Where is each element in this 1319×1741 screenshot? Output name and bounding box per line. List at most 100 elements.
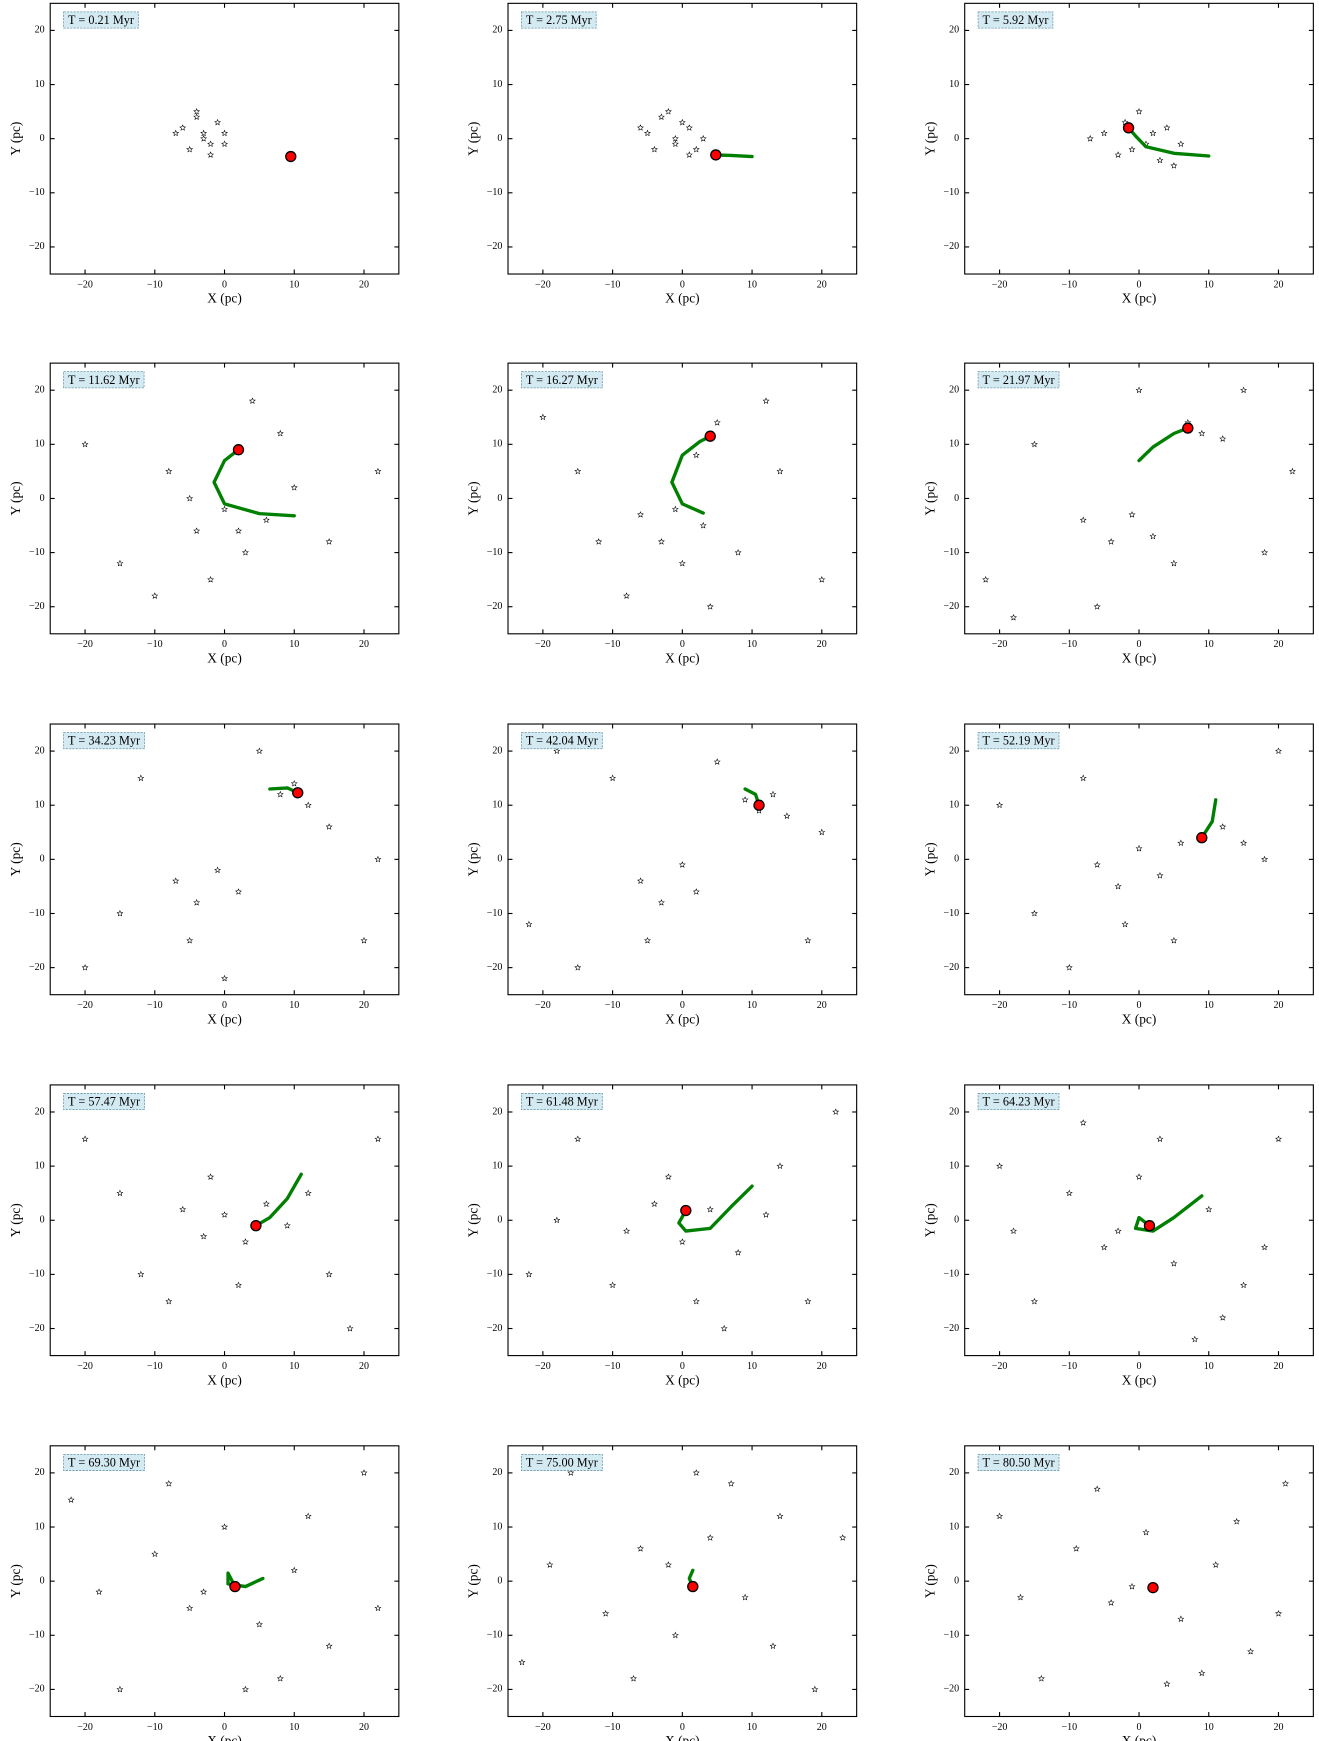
star <box>207 140 215 148</box>
y-tick-label: −10 <box>487 547 503 558</box>
star <box>1107 1599 1115 1606</box>
title-box <box>63 1453 145 1471</box>
y-tick-label: −20 <box>487 1323 503 1334</box>
star <box>304 1189 312 1197</box>
x-tick-label: −10 <box>147 1000 163 1011</box>
plot-area <box>508 724 857 995</box>
plot-content <box>982 386 1296 621</box>
star <box>574 1135 582 1142</box>
y-tick-label: 0 <box>497 1215 502 1226</box>
y-tick-label: 20 <box>492 25 502 36</box>
y-tick-label: 10 <box>949 1521 959 1532</box>
cluster-center <box>1147 1581 1159 1594</box>
plot-area <box>50 363 399 634</box>
y-tick-label: −20 <box>487 1684 503 1695</box>
star <box>255 747 263 755</box>
star <box>1079 516 1087 524</box>
x-tick-label: 20 <box>359 279 369 290</box>
star <box>706 1205 714 1213</box>
plot-content <box>81 1135 382 1332</box>
x-axis-label: X (pc) <box>665 650 700 665</box>
title-box <box>520 371 603 389</box>
star <box>525 1270 533 1278</box>
star <box>137 1270 145 1278</box>
x-axis-label: X (pc) <box>1122 650 1157 665</box>
x-tick-label: −10 <box>1061 279 1077 290</box>
star <box>1065 964 1073 971</box>
star <box>242 548 249 556</box>
x-tick-label: −10 <box>1061 1722 1077 1733</box>
title-box <box>520 11 597 29</box>
star <box>81 440 89 448</box>
star <box>304 801 312 809</box>
star <box>360 1469 368 1476</box>
star <box>151 1550 159 1558</box>
y-tick-label: 20 <box>35 1467 45 1478</box>
star <box>1212 1561 1220 1568</box>
y-tick-label: −10 <box>487 908 503 919</box>
panel: T = 21.97 Myr −20 −10 0 10 20 −20 −10 0 10 20 X (pc… <box>922 362 1314 665</box>
y-tick-label: −10 <box>943 1269 959 1280</box>
panel: T = 52.19 Myr −20 −10 0 10 20 −20 −10 0 10 20 X (pc… <box>922 723 1314 1026</box>
title-box <box>977 732 1060 750</box>
star <box>776 1162 784 1170</box>
x-tick-label: 20 <box>1273 1722 1283 1733</box>
title-box <box>63 11 139 29</box>
x-tick-label: 0 <box>1137 1000 1142 1011</box>
y-tick-label: 10 <box>35 439 45 450</box>
star <box>1100 1243 1108 1251</box>
star <box>186 936 194 944</box>
star <box>116 559 124 567</box>
y-tick-label: 10 <box>35 800 45 811</box>
title-box <box>520 732 603 750</box>
star <box>769 790 777 798</box>
x-tick-label: −20 <box>535 639 551 650</box>
orbit <box>1200 798 1218 840</box>
x-tick-label: −10 <box>605 1722 621 1733</box>
x-tick-label: 10 <box>289 1361 299 1372</box>
x-tick-label: 10 <box>747 1722 757 1733</box>
title-box <box>63 371 145 389</box>
y-axis-label: Y (pc) <box>8 1203 23 1237</box>
y-tick-label: −20 <box>487 601 503 612</box>
title-box <box>63 1093 145 1111</box>
plot-content <box>996 747 1282 971</box>
star <box>1247 1647 1255 1655</box>
star <box>678 1238 686 1245</box>
plot-content <box>637 107 754 161</box>
star <box>360 936 368 944</box>
y-tick-label: −10 <box>943 1630 959 1641</box>
x-axis-label: X (pc) <box>1122 1733 1157 1741</box>
star <box>193 899 201 906</box>
x-tick-label: 0 <box>222 1361 227 1372</box>
y-axis-label: Y (pc) <box>922 1203 937 1237</box>
x-tick-label: 0 <box>1137 1361 1142 1372</box>
plot-area <box>50 1084 399 1356</box>
star <box>172 129 180 137</box>
y-axis-label: Y (pc) <box>466 122 481 156</box>
plot-content <box>996 1119 1282 1343</box>
star <box>553 747 561 755</box>
y-tick-label: −20 <box>29 962 45 973</box>
x-tick-label: −10 <box>605 1000 621 1011</box>
star <box>290 779 298 787</box>
star <box>769 1642 777 1650</box>
star <box>1128 1582 1136 1590</box>
plot-area <box>964 363 1314 634</box>
star <box>1170 936 1178 944</box>
plot-area <box>50 724 399 995</box>
panel-title: T = 2.75 Myr <box>526 13 592 27</box>
x-tick-label: 20 <box>817 1722 827 1733</box>
star <box>207 151 215 158</box>
panel-title: T = 75.00 Myr <box>526 1455 598 1469</box>
star <box>804 936 812 944</box>
y-tick-label: −20 <box>943 601 959 612</box>
star <box>1163 124 1171 131</box>
star <box>539 413 547 421</box>
panel: T = 16.27 Myr −20 −10 0 10 20 −20 −10 0 10 20 X (pc… <box>466 362 858 665</box>
star <box>741 1593 749 1601</box>
star <box>200 1588 208 1595</box>
x-tick-label: −20 <box>992 1000 1008 1011</box>
star <box>207 576 215 583</box>
star <box>671 505 679 513</box>
